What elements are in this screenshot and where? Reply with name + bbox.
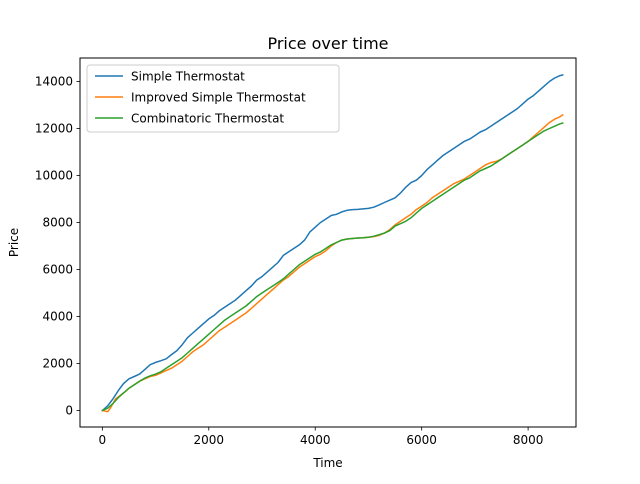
x-tick-label: 8000 — [513, 433, 544, 447]
legend-label-3: Combinatoric Thermostat — [131, 112, 284, 126]
x-axis-label: Time — [312, 456, 342, 470]
series-line-1 — [101, 73, 564, 412]
legend: Simple Thermostat Improved Simple Thermos… — [86, 64, 340, 133]
series-lines — [101, 73, 564, 413]
y-tick-label: 0 — [65, 404, 73, 418]
series-line-3 — [101, 122, 564, 412]
y-tick-label: 10000 — [35, 169, 73, 183]
y-tick-label: 8000 — [42, 216, 73, 230]
legend-box — [86, 64, 340, 133]
x-tick-label: 6000 — [406, 433, 437, 447]
x-tick-label: 4000 — [300, 433, 331, 447]
plot-area-frame — [79, 57, 577, 428]
legend-label-1: Simple Thermostat — [131, 70, 245, 84]
y-tick-label: 6000 — [42, 263, 73, 277]
y-tick-label: 2000 — [42, 357, 73, 371]
x-tick-label: 2000 — [194, 433, 225, 447]
y-tick-label: 4000 — [42, 310, 73, 324]
y-tick-label: 12000 — [35, 122, 73, 136]
legend-label-2: Improved Simple Thermostat — [131, 91, 306, 105]
chart-title: Price over time — [267, 34, 388, 53]
y-axis-ticks: 0 2000 4000 6000 8000 10000 12000 14000 — [35, 75, 80, 418]
y-tick-label: 14000 — [35, 75, 73, 89]
x-axis-ticks: 0 2000 4000 6000 8000 — [99, 427, 544, 447]
x-tick-label: 0 — [99, 433, 107, 447]
y-axis-label: Price — [7, 228, 21, 257]
